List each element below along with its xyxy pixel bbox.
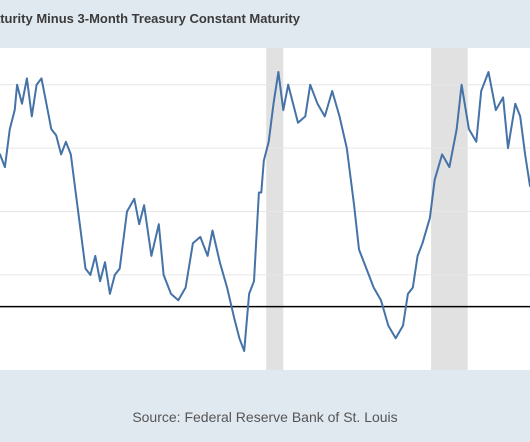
recession-band-2 [431,48,468,370]
source-note: Source: Federal Reserve Bank of St. Loui… [132,409,398,425]
series-group [0,71,530,352]
recession-bands [266,48,468,370]
gridlines [0,84,530,276]
series-line-1 [0,71,530,352]
title-bar: aturity Minus 3-Month Treasury Constant … [0,0,530,38]
chart-title: aturity Minus 3-Month Treasury Constant … [0,11,300,26]
chart-plot-area: 1995200020052010 [0,48,530,370]
